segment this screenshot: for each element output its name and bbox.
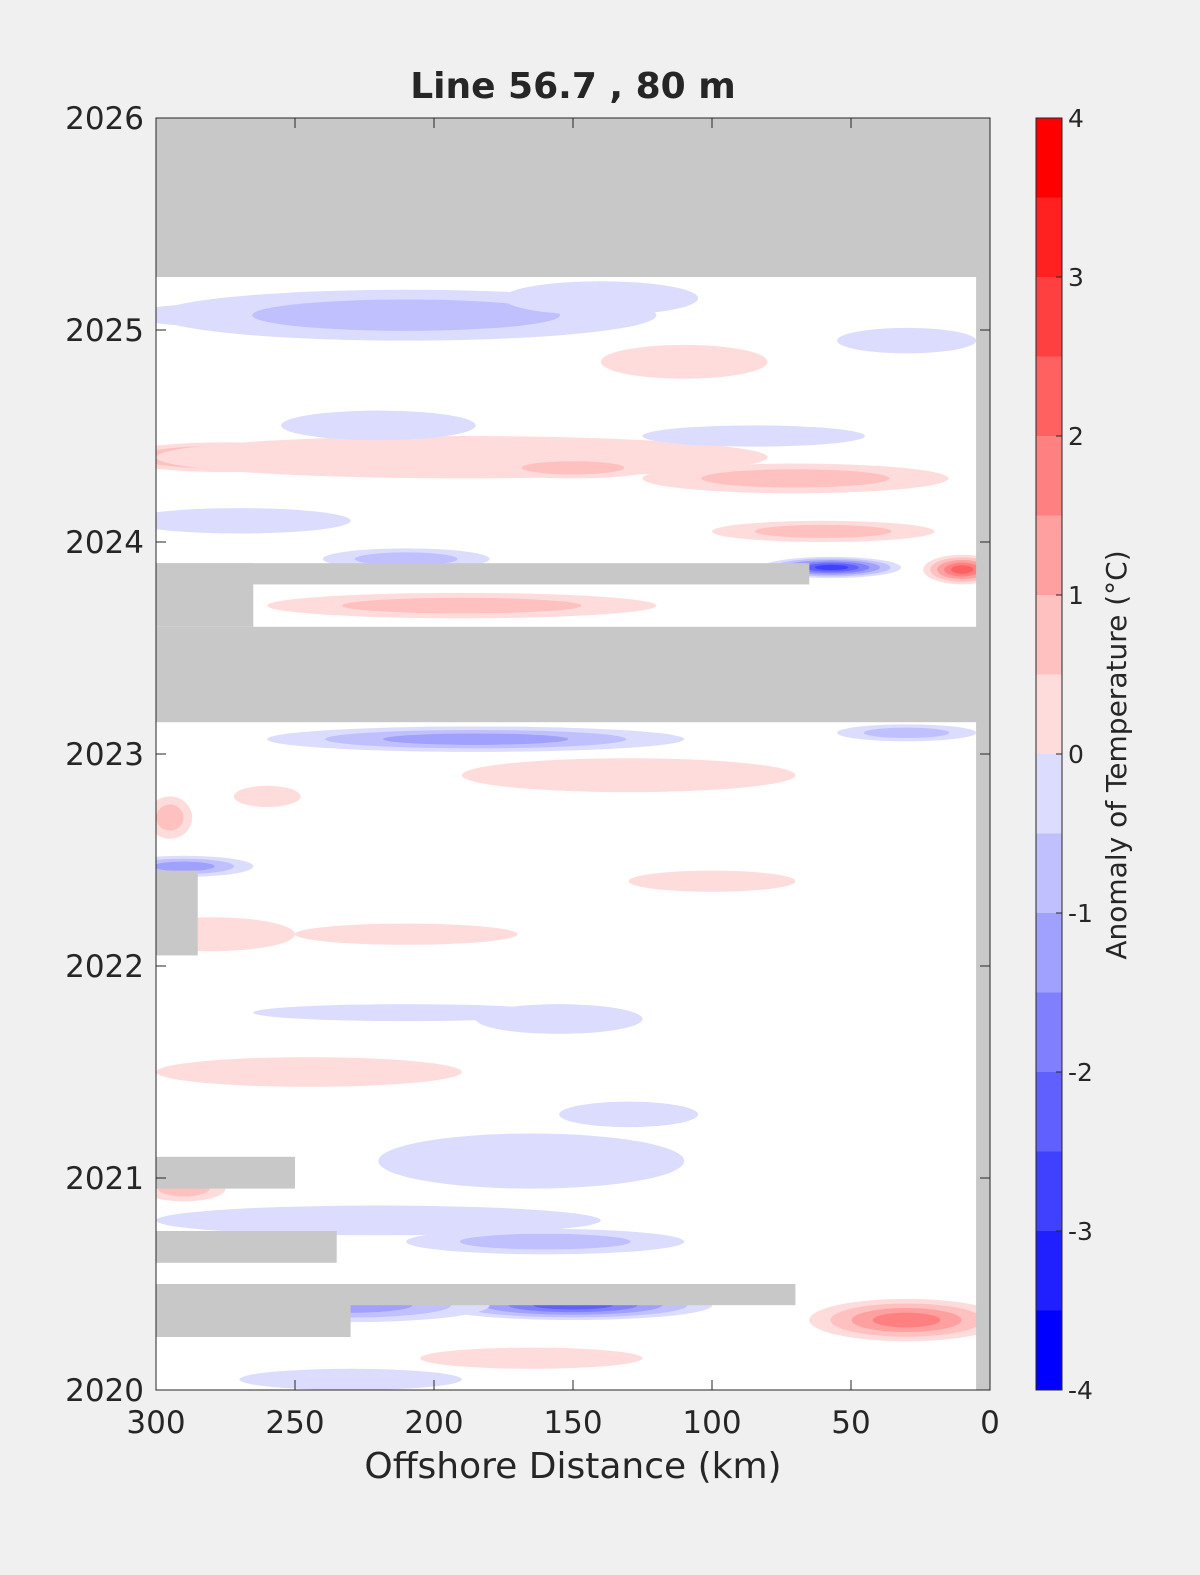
anomaly-contour [354,552,458,566]
anomaly-contour [863,727,950,739]
anomaly-contour [156,508,351,534]
x-tick-label: 250 [265,1405,324,1441]
anomaly-contour [156,917,295,952]
anomaly-contour [754,524,892,538]
x-tick-label: 300 [126,1405,185,1441]
anomaly-contour [252,299,561,331]
no-data-regions [156,118,990,1390]
colorbar-segment [1036,277,1062,357]
x-tick-label: 100 [682,1405,741,1441]
anomaly-contour [559,1101,699,1128]
colorbar-tick-label: -2 [1068,1058,1093,1087]
anomaly-contour [253,1004,560,1022]
colorbar-segment [1036,356,1062,436]
no-data-region [156,1156,295,1189]
colorbar-segment [1036,1310,1062,1390]
anomaly-contour [521,461,625,475]
colorbar-tick-label: -1 [1068,899,1093,928]
chart-title: Line 56.7 , 80 m [410,66,736,107]
colorbar-tick-label: -3 [1068,1217,1093,1246]
anomaly-contour [156,861,215,872]
colorbar-tick-label: -4 [1068,1376,1093,1405]
y-axis-ticks: 2020 2021 2022 2023 2024 2025 2026 [65,101,990,1409]
anomaly-contour [701,469,890,488]
colorbar-segment [1036,1231,1062,1311]
anomaly-contour [459,1233,631,1250]
colorbar-segment [1036,595,1062,675]
y-tick-label: 2024 [65,525,144,561]
anomaly-contour [156,804,184,831]
anomaly-contour [295,923,518,945]
anomaly-contour [461,758,796,793]
colorbar-segment [1036,913,1062,993]
no-data-region [156,626,990,723]
anomaly-contour [814,564,849,571]
colorbar-segment [1036,754,1062,834]
colorbar-segment [1036,436,1062,516]
y-tick-label: 2022 [65,949,144,985]
colorbar-tick-label: 1 [1068,581,1084,610]
anomaly-contour [600,344,768,379]
anomaly-contour [239,1368,462,1390]
no-data-region [976,277,990,1390]
x-axis-ticks: 300 250 200 150 100 50 0 [126,118,1000,1441]
x-tick-label: 150 [543,1405,602,1441]
colorbar-segment [1036,833,1062,913]
anomaly-contour [951,565,974,574]
colorbar-segment [1036,197,1062,277]
colorbar-tick-label: 4 [1068,104,1084,133]
no-data-region [322,1284,796,1306]
no-data-region [156,1231,337,1263]
x-axis-label: Offshore Distance (km) [364,1446,781,1487]
colorbar-segment [1036,992,1062,1072]
anomaly-contour [383,733,569,745]
y-tick-label: 2026 [65,101,144,137]
y-tick-label: 2021 [65,1161,144,1197]
colorbar-segment [1036,118,1062,198]
y-tick-label: 2025 [65,313,144,349]
anomaly-contour [378,1133,685,1189]
anomaly-contour [503,281,699,316]
colorbar-label: Anomaly of Temperature (°C) [1100,550,1133,959]
colorbar-segment [1036,1151,1062,1231]
anomaly-contour [156,1057,462,1087]
anomaly-contour [628,870,796,892]
anomaly-contour [837,327,977,354]
colorbar [1035,117,1063,1391]
colorbar-tick-label: 0 [1068,740,1084,769]
anomaly-contour [642,425,865,447]
no-data-region [156,118,990,277]
anomaly-contour [342,597,582,614]
x-tick-label: 200 [404,1405,463,1441]
y-tick-label: 2020 [65,1373,144,1409]
y-tick-label: 2023 [65,737,144,773]
colorbar-segment [1036,674,1062,754]
anomaly-contour [281,410,476,441]
x-tick-label: 50 [831,1405,870,1441]
no-data-region [156,1284,351,1337]
anomaly-contour [233,785,301,808]
anomaly-contour [156,1205,601,1236]
colorbar-tick-label: 2 [1068,422,1084,451]
no-data-region [156,563,810,585]
anomaly-contour [872,1312,941,1328]
colorbar-ticks: -4 -3 -2 -1 0 1 2 3 4 [1056,104,1093,1405]
x-tick-label: 0 [980,1405,1000,1441]
colorbar-segment [1036,515,1062,595]
colorbar-tick-label: 3 [1068,263,1084,292]
no-data-region [156,870,198,956]
anomaly-contour [420,1347,643,1369]
colorbar-segment [1036,1072,1062,1152]
